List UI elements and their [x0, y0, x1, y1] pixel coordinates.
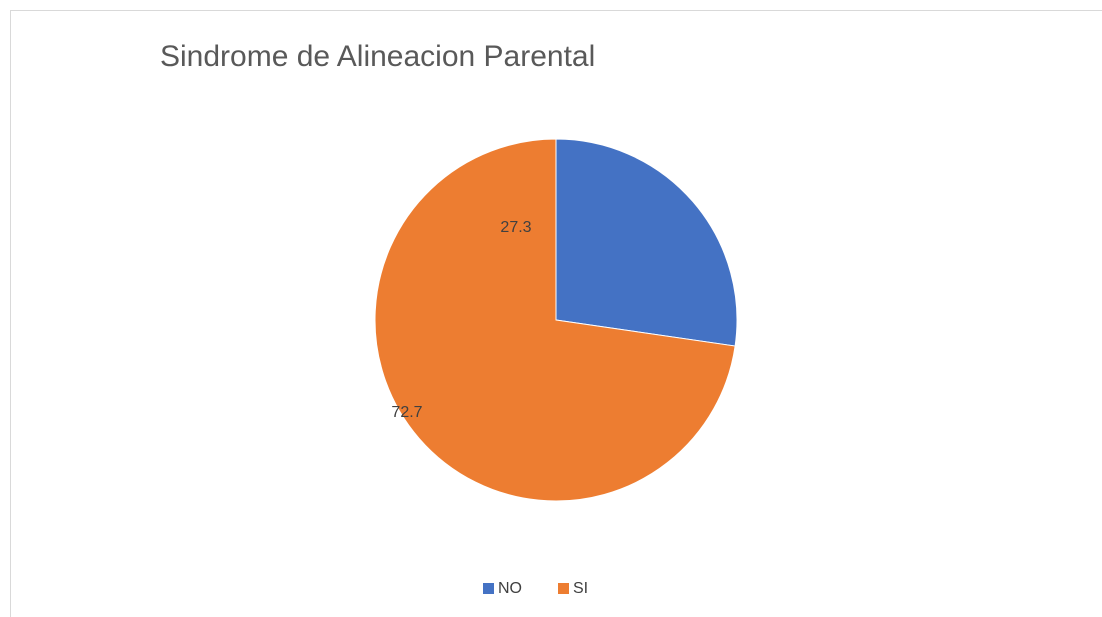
legend-swatch	[483, 583, 494, 594]
legend-label: SI	[573, 580, 588, 597]
pie-slice	[555, 138, 738, 347]
pie-slice	[374, 138, 736, 502]
data-label: 72.7	[391, 404, 422, 421]
legend-label: NO	[498, 580, 522, 597]
chart-title: Sindrome de Alineacion Parental	[160, 40, 595, 73]
legend-swatch	[558, 583, 569, 594]
data-label: 27.3	[500, 219, 531, 236]
